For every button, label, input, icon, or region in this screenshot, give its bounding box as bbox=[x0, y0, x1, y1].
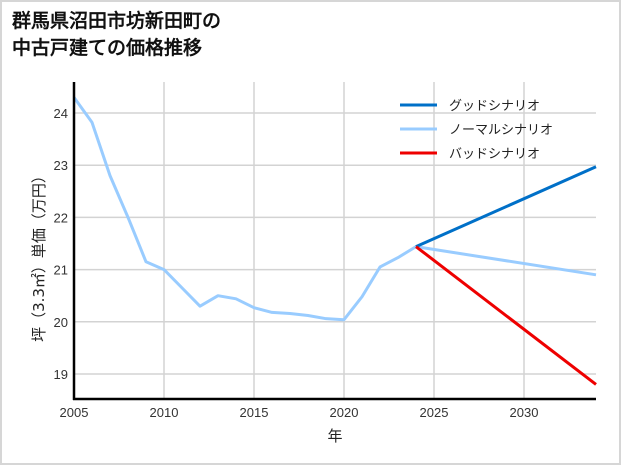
series-lines bbox=[72, 96, 597, 386]
x-tick-label: 2020 bbox=[330, 405, 359, 420]
legend-label: グッドシナリオ bbox=[449, 99, 540, 114]
legend-item: ノーマルシナリオ bbox=[400, 123, 553, 138]
y-tick-label: 22 bbox=[54, 210, 68, 225]
y-tick-label: 24 bbox=[54, 106, 68, 121]
y-tick-label: 20 bbox=[54, 315, 68, 330]
legend-label: バッドシナリオ bbox=[449, 147, 540, 162]
gridlines bbox=[74, 82, 596, 399]
series-line bbox=[415, 165, 597, 249]
x-tick-label: 2030 bbox=[510, 405, 539, 420]
chart-title-line1: 群馬県沼田市坊新田町の bbox=[12, 10, 222, 32]
y-axis-label: 坪（3.3㎡）単価（万円） bbox=[30, 168, 48, 342]
tick-labels: 2005 2010 2015 2020 2025 2030 19 20 21 22 23 24 bbox=[54, 106, 539, 420]
axes bbox=[72, 82, 596, 401]
x-tick-label: 2015 bbox=[240, 405, 269, 420]
x-tick-label: 2010 bbox=[150, 405, 179, 420]
x-tick-label: 2005 bbox=[60, 405, 89, 420]
legend-item: グッドシナリオ bbox=[400, 99, 540, 114]
legend-item: バッドシナリオ bbox=[400, 147, 540, 162]
chart-title: 群馬県沼田市坊新田町の 中古戸建ての価格推移 bbox=[12, 8, 221, 62]
series-line bbox=[415, 245, 597, 386]
y-tick-label: 21 bbox=[54, 263, 68, 278]
y-tick-label: 19 bbox=[54, 367, 68, 382]
chart-title-line2: 中古戸建ての価格推移 bbox=[12, 37, 203, 59]
series-line bbox=[72, 96, 597, 322]
legend-label: ノーマルシナリオ bbox=[449, 123, 553, 138]
x-axis-label: 年 bbox=[327, 427, 342, 445]
y-tick-label: 23 bbox=[54, 158, 68, 173]
x-tick-label: 2025 bbox=[420, 405, 449, 420]
